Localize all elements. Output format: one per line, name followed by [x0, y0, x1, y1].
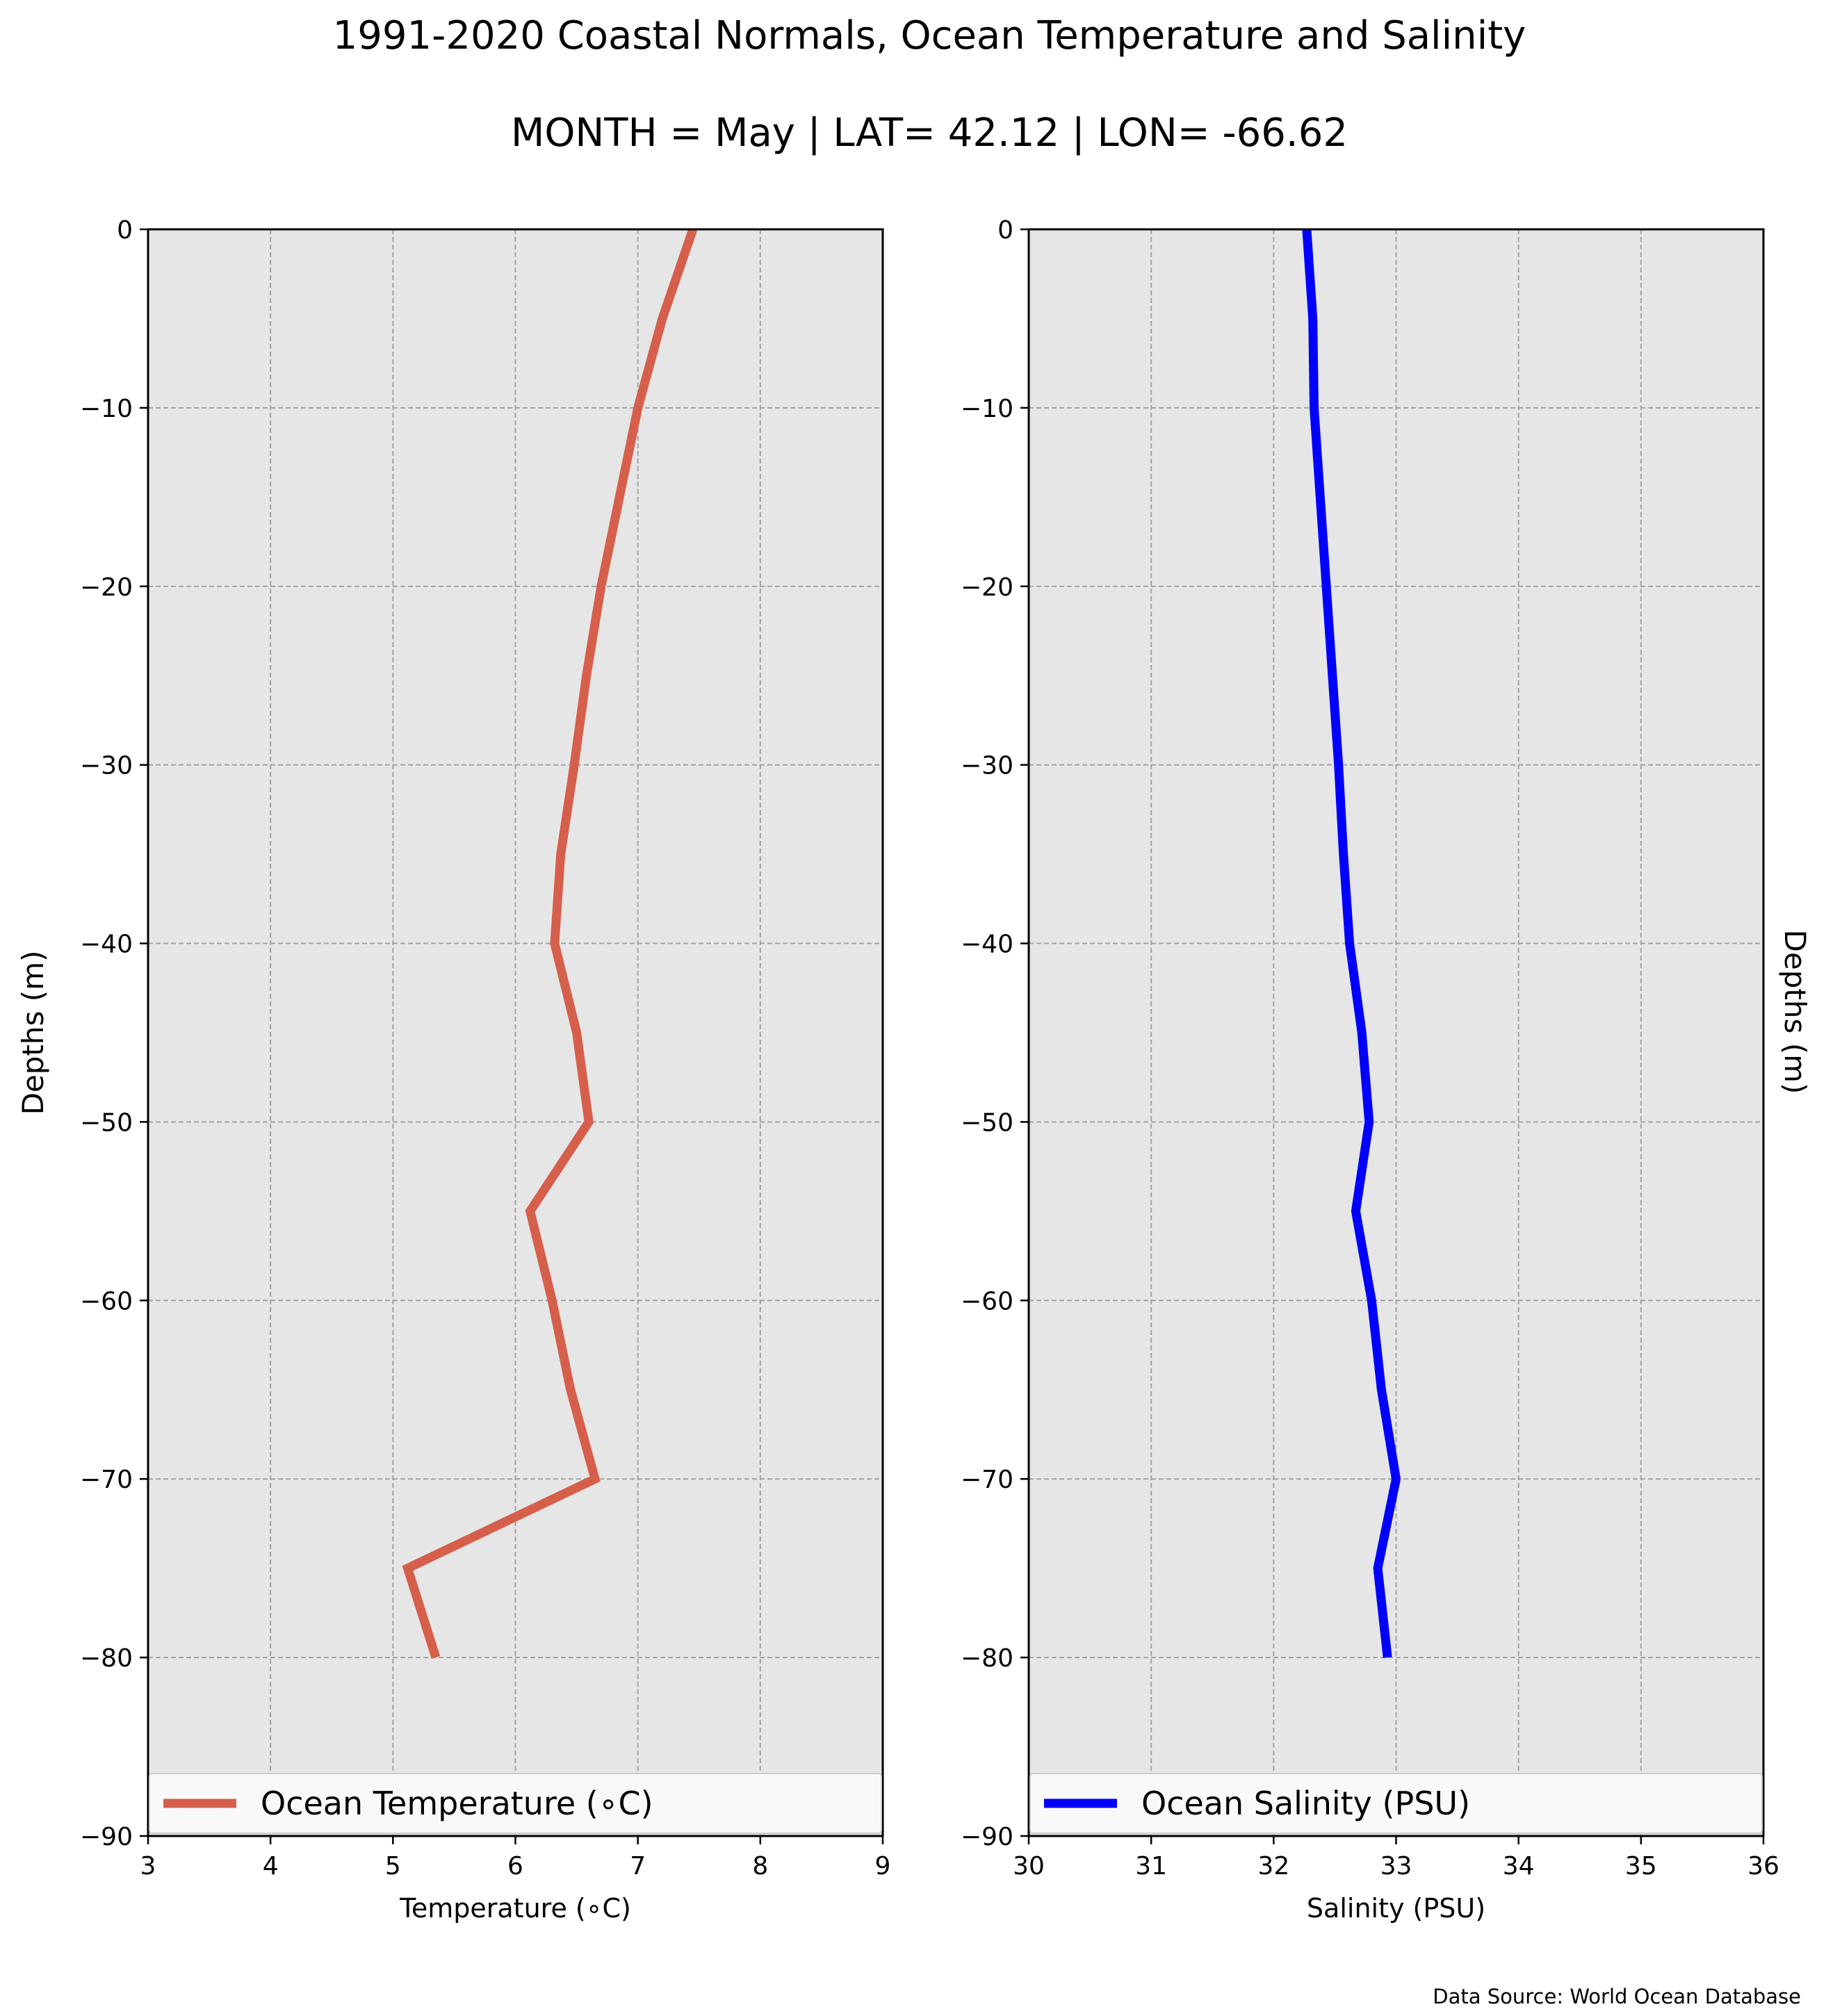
- x-tick-label: 30: [1013, 1852, 1045, 1880]
- y-tick-label: −30: [80, 752, 133, 780]
- y-tick-label: −70: [961, 1466, 1013, 1494]
- x-tick-label: 34: [1503, 1852, 1535, 1880]
- y-tick-label: 0: [117, 216, 133, 245]
- y-tick-label: −80: [961, 1644, 1013, 1673]
- x-axis-label: Temperature (∘C): [399, 1893, 631, 1924]
- y-tick-label: −60: [80, 1287, 133, 1316]
- y-tick-label: 0: [997, 216, 1013, 245]
- y-tick-label: −50: [80, 1108, 133, 1137]
- x-tick-label: 4: [263, 1852, 279, 1880]
- y-tick-label: −20: [961, 573, 1013, 602]
- y-tick-label: −10: [80, 395, 133, 423]
- legend-label: Ocean Salinity (PSU): [1141, 1785, 1470, 1822]
- series-line: [1302, 229, 1401, 1658]
- x-tick-label: 36: [1747, 1852, 1779, 1880]
- x-axis-label: Salinity (PSU): [1307, 1893, 1485, 1924]
- legend-box: [1029, 1773, 1763, 1834]
- chart-panels: 3 4 5 6 7 8 90−10−20−30−40−50−60−70−80−90Tempe…: [16, 216, 1779, 1924]
- data-source-note: Data Source: World Ocean Database: [1433, 1985, 1801, 2008]
- y-tick-label: −90: [961, 1823, 1013, 1851]
- chart-panel-2: 30 31 32 33 34 35 36 0 −10 −20 −30 −40 −50 −60 −70 −80 −…: [961, 216, 1779, 1924]
- x-tick-label: 31: [1135, 1852, 1167, 1880]
- y-tick-label: −40: [961, 931, 1013, 959]
- legend-box: [149, 1773, 882, 1834]
- x-tick-label: 7: [630, 1852, 646, 1880]
- y-tick-label: −10: [961, 395, 1013, 423]
- figure-subtitle: MONTH = May | LAT= 42.12 | LON= -66.62: [511, 110, 1348, 156]
- x-tick-label: 8: [752, 1852, 768, 1880]
- series-line: [402, 227, 698, 1659]
- x-tick-label: 3: [140, 1852, 156, 1880]
- figure-title: 1991-2020 Coastal Normals, Ocean Tempera…: [333, 13, 1526, 58]
- chart-panel-1: 3 4 5 6 7 8 9 0 −10 −20 −30 −40 −50 −60 −70 −80 −90 Tempe…: [16, 216, 890, 1924]
- right-axis-label: Depths (m): [1778, 930, 1812, 1095]
- y-tick-label: −70: [80, 1466, 133, 1494]
- y-axis-label: Depths (m): [16, 951, 50, 1115]
- x-tick-label: 33: [1380, 1852, 1412, 1880]
- x-tick-label: 35: [1625, 1852, 1657, 1880]
- y-tick-label: −40: [80, 931, 133, 959]
- x-tick-label: 6: [507, 1852, 523, 1880]
- y-tick-label: −80: [80, 1644, 133, 1673]
- x-tick-label: 32: [1257, 1852, 1289, 1880]
- y-tick-label: −30: [961, 752, 1013, 780]
- y-tick-label: −60: [961, 1287, 1013, 1316]
- y-tick-label: −90: [80, 1823, 133, 1851]
- y-tick-label: −20: [80, 573, 133, 602]
- x-tick-label: 5: [385, 1852, 401, 1880]
- x-tick-label: 9: [875, 1852, 891, 1880]
- y-tick-label: −50: [961, 1108, 1013, 1137]
- legend-label: Ocean Temperature (∘C): [261, 1785, 653, 1822]
